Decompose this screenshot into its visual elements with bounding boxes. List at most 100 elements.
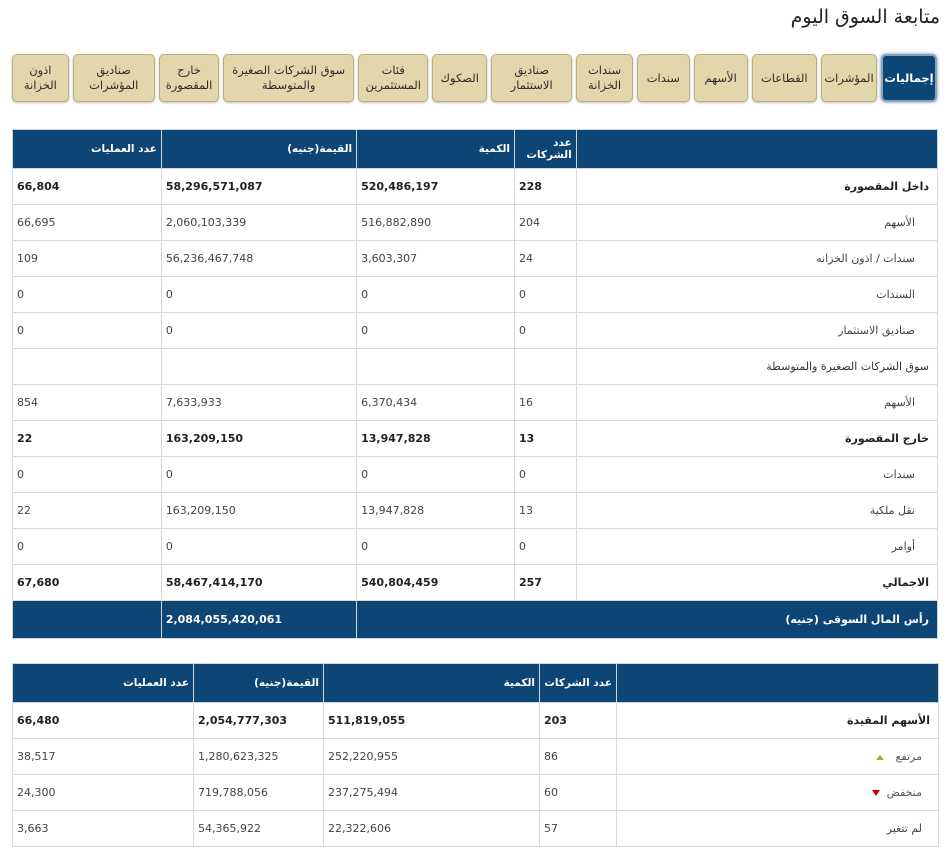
row-companies: 86 (539, 738, 617, 775)
row-quantity (356, 348, 515, 385)
row-quantity: 0 (356, 276, 515, 313)
page-title: متابعة السوق اليوم (790, 6, 940, 28)
header-companies: عدد الشركات (514, 129, 577, 169)
row-value: 0 (160, 276, 358, 313)
row-quantity: 516,882,890 (356, 204, 515, 241)
table-row: صناديق الاستثمار 0 0 0 0 (12, 312, 939, 349)
tab-totals[interactable]: إجماليات (881, 54, 937, 102)
row-quantity: 237,275,494 (323, 774, 540, 811)
row-value: 163,209,150 (160, 492, 358, 529)
table-row: داخل المقصورة 228 520,486,197 58,296,571… (12, 168, 939, 205)
row-label-cell: منخفض (616, 774, 939, 811)
tab-investor-categories[interactable]: فئات المستثمرين (358, 54, 429, 102)
row-trades: 0 (12, 276, 162, 313)
row-label: مرتفع (895, 750, 922, 763)
table-row: السندات 0 0 0 0 (12, 276, 939, 313)
row-companies: 257 (514, 564, 577, 601)
row-value: 163,209,150 (160, 420, 358, 457)
row-trades: 22 (12, 420, 162, 457)
row-label: سندات (575, 456, 939, 493)
table-row: سوق الشركات الصغيرة والمتوسطة (12, 348, 939, 385)
table-row: منخفض 60 237,275,494 719,788,056 24,300 (12, 774, 939, 811)
row-label: داخل المقصورة (575, 168, 939, 205)
market-cap-label: رأس المال السوقى (جنيه) (356, 600, 938, 639)
row-value: 719,788,056 (193, 774, 324, 811)
row-companies: 204 (514, 204, 577, 241)
row-value: 0 (160, 528, 358, 565)
tab-bonds[interactable]: سندات (636, 54, 690, 102)
row-trades: 109 (12, 240, 162, 277)
row-companies: 57 (539, 810, 617, 847)
row-value: 58,296,571,087 (160, 168, 358, 205)
tab-indices[interactable]: المؤشرات (821, 54, 877, 102)
row-trades: 854 (12, 384, 162, 421)
arrow-down-icon (872, 790, 881, 796)
row-quantity: 252,220,955 (323, 738, 540, 775)
table-row-total: الاجمالي 257 540,804,459 58,467,414,170 … (12, 564, 939, 601)
row-label: الأسهم (575, 384, 939, 421)
row-quantity: 13,947,828 (356, 420, 515, 457)
header-label (575, 129, 939, 169)
row-value: 2,054,777,303 (193, 702, 324, 739)
row-label: الاجمالي (575, 564, 939, 601)
tab-sme-market[interactable]: سوق الشركات الصغيرة والمتوسطة (223, 54, 355, 102)
row-trades: 38,517 (12, 738, 194, 775)
row-trades: 67,680 (12, 564, 162, 601)
table-row: مرتفع 86 252,220,955 1,280,623,325 38,51… (12, 738, 939, 775)
tab-sukuk[interactable]: الصكوك (432, 54, 488, 102)
row-companies: 228 (514, 168, 577, 205)
row-label: الأسهم (575, 204, 939, 241)
row-quantity: 3,603,307 (356, 240, 515, 277)
row-label-cell: مرتفع (616, 738, 939, 775)
row-value: 1,280,623,325 (193, 738, 324, 775)
row-companies: 0 (514, 312, 577, 349)
row-companies (514, 348, 577, 385)
row-value: 7,633,933 (160, 384, 358, 421)
row-trades: 3,663 (12, 810, 194, 847)
summary-header-row: عدد الشركات الكمية القيمة(جنيه) عدد العم… (12, 129, 939, 169)
tab-index-funds[interactable]: صناديق المؤشرات (72, 54, 155, 102)
header-companies: عدد الشركات (539, 663, 617, 703)
arrow-up-icon (876, 754, 885, 760)
row-quantity: 520,486,197 (356, 168, 515, 205)
row-label: السندات (575, 276, 939, 313)
market-cap-value: 2,084,055,420,061 (160, 600, 358, 639)
row-companies: 13 (514, 492, 577, 529)
tab-treasury-bonds[interactable]: سندات الخزانة (576, 54, 633, 102)
market-cap-row: رأس المال السوقى (جنيه) 2,084,055,420,06… (12, 600, 938, 639)
summary-table: عدد الشركات الكمية القيمة(جنيه) عدد العم… (12, 129, 939, 639)
tab-stocks[interactable]: الأسهم (693, 54, 748, 102)
header-label (616, 663, 939, 703)
row-label: لم تتغير (616, 810, 939, 847)
row-quantity: 540,804,459 (356, 564, 515, 601)
row-value: 54,365,922 (193, 810, 324, 847)
row-trades: 0 (12, 528, 162, 565)
row-quantity: 0 (356, 456, 515, 493)
row-companies: 203 (539, 702, 617, 739)
table-row: أوامر 0 0 0 0 (12, 528, 939, 565)
row-value (160, 348, 358, 385)
tab-investment-funds[interactable]: صناديق الاستثمار (491, 54, 573, 102)
table-row: الأسهم 16 6,370,434 7,633,933 854 (12, 384, 939, 421)
row-trades: 66,804 (12, 168, 162, 205)
header-value: القيمة(جنيه) (160, 129, 358, 169)
table-row: سندات / اذون الخزانه 24 3,603,307 56,236… (12, 240, 939, 277)
header-quantity: الكمية (356, 129, 515, 169)
tab-sectors[interactable]: القطاعات (751, 54, 817, 102)
header-quantity: الكمية (323, 663, 540, 703)
row-label: سندات / اذون الخزانه (575, 240, 939, 277)
row-label: أوامر (575, 528, 939, 565)
row-value: 0 (160, 312, 358, 349)
row-trades: 66,695 (12, 204, 162, 241)
tab-treasury-bills[interactable]: اذون الخزانة (12, 54, 69, 102)
stocks-header-row: عدد الشركات الكمية القيمة(جنيه) عدد العم… (12, 663, 939, 703)
row-quantity: 0 (356, 312, 515, 349)
row-trades: 22 (12, 492, 162, 529)
row-quantity: 13,947,828 (356, 492, 515, 529)
row-quantity: 511,819,055 (323, 702, 540, 739)
table-row: الأسهم المقيدة 203 511,819,055 2,054,777… (12, 702, 939, 739)
stocks-table: عدد الشركات الكمية القيمة(جنيه) عدد العم… (12, 663, 939, 847)
row-companies: 16 (514, 384, 577, 421)
tab-off-exchange[interactable]: خارج المقصورة (158, 54, 220, 102)
row-value: 0 (160, 456, 358, 493)
